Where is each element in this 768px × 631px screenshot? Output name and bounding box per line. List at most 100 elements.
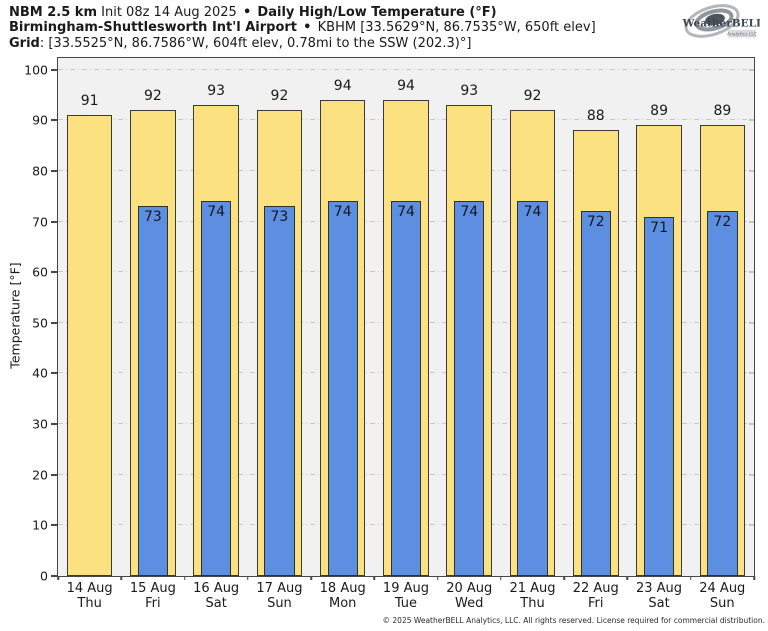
y-axis-tick-label: 60 [32,264,48,280]
hurricane-swirl-icon: WeatherBELL Analytics LLC [682,4,764,38]
low-temp-value: 74 [207,204,226,221]
header-line-2: Birmingham-Shuttlesworth Int'l Airport •… [9,20,596,35]
y-axis-tick-label: 90 [32,112,48,128]
date-label: 21 Aug [509,581,556,596]
bar-group-14-aug: 91 [58,58,121,576]
date-label: 18 Aug [319,581,366,596]
x-axis-label: 17 Aug Sun [248,581,311,611]
logo-sub-text: Analytics LLC [727,32,757,38]
y-axis-tick-right [749,170,754,172]
y-axis-tick-right [749,221,754,223]
copyright-notice: © 2025 WeatherBELL Analytics, LLC. All r… [382,616,765,625]
y-axis-tick-right [749,524,754,526]
low-temp-value: 73 [270,209,289,226]
y-axis-tick [51,524,58,527]
y-axis-tick [51,575,58,577]
y-axis-tick-label: 100 [24,62,48,78]
weekday-label: Fri [145,596,161,611]
low-temp-bar: 74 [517,201,548,576]
low-temp-bar: 73 [137,206,169,576]
low-temp-value: 72 [586,214,605,231]
x-axis-label: 20 Aug Wed [438,581,501,611]
y-axis-tick-right [749,69,754,71]
low-temp-value: 74 [333,204,352,221]
x-axis-tick [753,576,755,580]
low-temp-bar: 71 [643,216,675,576]
bar-group-24-aug: 89 72 [691,58,754,576]
x-axis-label: 19 Aug Tue [374,581,437,611]
y-axis-tick [51,220,58,223]
x-axis-tick [120,576,123,580]
weekday-label: Sat [648,596,670,611]
y-axis-tick-right [749,423,754,425]
grid-info: : [33.5525°N, 86.7586°W, 604ft elev, 0.7… [39,35,472,51]
bar-group-23-aug: 89 71 [627,58,690,576]
high-temp-value: 94 [333,78,352,95]
low-temp-value: 74 [523,204,542,221]
station-name: Birmingham-Shuttlesworth Int'l Airport [9,20,298,36]
y-axis-tick [51,119,58,122]
low-temp-value: 73 [143,209,162,226]
low-temp-bar: 72 [580,211,611,576]
high-temp-value: 89 [650,103,668,120]
high-temp-bar [66,115,113,576]
x-axis-tick [626,576,629,580]
y-axis-tick [51,372,58,375]
low-temp-value: 74 [397,204,415,221]
bar-group-20-aug: 93 74 [438,58,501,576]
low-temp-value: 72 [713,214,732,231]
x-axis-label: 14 Aug Thu [58,581,121,611]
y-axis-tick-right [749,322,754,324]
bar-group-19-aug: 94 74 [374,58,437,576]
weekday-label: Thu [77,596,102,611]
y-axis-tick-label: 80 [32,163,48,179]
x-axis-tick [310,576,312,580]
model-name: NBM 2.5 km [9,5,97,20]
y-axis-tick-label: 20 [32,467,48,483]
high-temp-value: 92 [143,88,162,105]
y-axis-tick-right [749,271,754,273]
date-label: 23 Aug [635,581,683,596]
weatherbell-logo: WeatherBELL Analytics LLC [682,3,764,49]
header-line-3: Grid: [33.5525°N, 86.7586°W, 604ft elev,… [9,36,596,51]
high-temp-value: 92 [523,88,542,105]
x-axis-tick [373,576,376,580]
low-temp-bar: 74 [327,201,358,576]
station-info: KBHM [33.5629°N, 86.7535°W, 650ft elev] [317,20,596,36]
high-temp-value: 92 [270,88,289,105]
bullet-separator: • [303,20,312,36]
bar-group-18-aug: 94 74 [311,58,374,576]
high-temp-value: 91 [80,93,99,110]
bar-group-21-aug: 92 74 [501,58,564,576]
low-temp-value: 74 [460,204,479,221]
y-axis-tick-label: 40 [32,365,48,381]
weekday-label: Mon [328,596,357,611]
x-axis-label: 18 Aug Mon [311,581,374,611]
chart-plot-area: Temperature [°F] 14 Aug Thu 15 Aug Fri 16 Au… [8,57,755,611]
x-axis-label: 24 Aug Sun [691,581,754,611]
y-axis-tick [51,321,58,324]
y-axis-tick [51,271,58,274]
bullet-separator: • [242,5,252,20]
chart-header: NBM 2.5 km Init 08z 14 Aug 2025 • Daily … [9,5,596,51]
bar-group-16-aug: 93 74 [185,58,248,576]
gridline [58,68,754,70]
low-temp-bar: 74 [454,201,485,576]
x-axis-tick [183,576,186,580]
high-temp-value: 89 [713,103,732,120]
high-temp-value: 93 [207,83,226,100]
high-temp-value: 94 [397,78,415,95]
y-axis-tick-label: 10 [32,517,48,533]
x-axis-tick [436,576,439,580]
y-axis-tick-label: 0 [40,568,48,584]
weekday-label: Tue [394,596,418,611]
low-temp-bar: 74 [200,201,232,576]
weekday-label: Sun [709,596,735,611]
high-temp-value: 88 [586,108,605,125]
date-label: 16 Aug [193,581,240,596]
weekday-label: Sat [205,596,227,611]
date-label: 19 Aug [382,581,429,596]
x-axis-label: 15 Aug Fri [121,581,184,611]
date-label: 24 Aug [699,581,746,596]
x-axis-tick [689,576,692,580]
